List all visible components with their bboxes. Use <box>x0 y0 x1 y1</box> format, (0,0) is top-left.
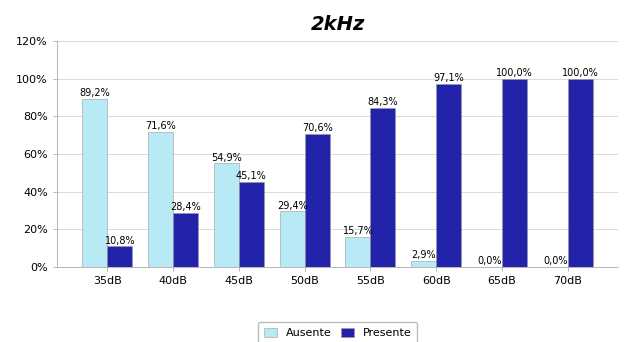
Text: 54,9%: 54,9% <box>211 153 242 162</box>
Bar <box>280 211 305 267</box>
Text: 84,3%: 84,3% <box>368 97 398 107</box>
Text: 71,6%: 71,6% <box>145 121 176 131</box>
Bar <box>346 237 370 267</box>
Text: 15,7%: 15,7% <box>343 226 374 236</box>
Text: 28,4%: 28,4% <box>170 202 201 212</box>
Bar <box>107 247 133 267</box>
Text: 45,1%: 45,1% <box>236 171 267 181</box>
Bar <box>305 134 329 267</box>
Bar <box>214 163 239 267</box>
Bar <box>239 182 264 267</box>
Text: 100,0%: 100,0% <box>496 68 533 78</box>
Title: 2kHz: 2kHz <box>310 15 365 34</box>
Text: 97,1%: 97,1% <box>433 73 464 83</box>
Legend: Ausente, Presente: Ausente, Presente <box>258 322 417 342</box>
Text: 100,0%: 100,0% <box>562 68 599 78</box>
Text: 89,2%: 89,2% <box>80 88 110 98</box>
Bar <box>411 261 436 267</box>
Bar <box>370 108 396 267</box>
Text: 10,8%: 10,8% <box>105 236 135 246</box>
Text: 70,6%: 70,6% <box>302 123 333 133</box>
Bar <box>173 213 198 267</box>
Text: 2,9%: 2,9% <box>411 250 436 260</box>
Bar <box>148 132 173 267</box>
Bar <box>568 79 593 267</box>
Text: 0,0%: 0,0% <box>477 256 502 266</box>
Text: 0,0%: 0,0% <box>543 256 568 266</box>
Text: 29,4%: 29,4% <box>277 200 307 211</box>
Bar <box>436 84 461 267</box>
Bar <box>502 79 527 267</box>
Bar <box>82 99 107 267</box>
